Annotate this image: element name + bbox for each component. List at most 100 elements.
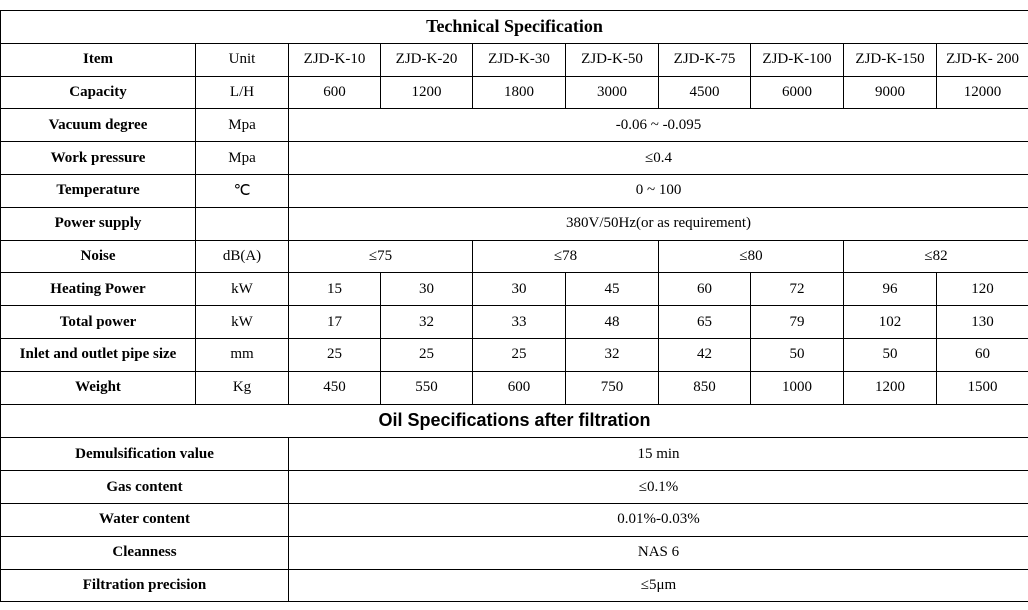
value-cell: ≤5μm bbox=[287, 568, 1028, 603]
table-row: Capacity L/H 600 1200 1800 3000 4500 6000 9000 12… bbox=[0, 75, 1028, 110]
value-cell: 60 bbox=[658, 272, 751, 307]
table-row: Gas content ≤0.1% bbox=[0, 470, 1028, 504]
value-cell: 50 bbox=[843, 337, 937, 372]
table-row: Power supply 380V/50Hz(or as requirement) bbox=[0, 206, 1028, 241]
value-cell: 30 bbox=[380, 272, 473, 307]
value-cell: 1000 bbox=[750, 370, 844, 405]
value-cell: ≤82 bbox=[842, 239, 1028, 274]
row-unit: kW bbox=[195, 305, 289, 339]
section-title: Oil Specifications after filtration bbox=[0, 403, 1028, 439]
value-cell: 15 min bbox=[287, 437, 1028, 472]
row-label: Vacuum degree bbox=[0, 108, 196, 143]
row-label: Demulsification value bbox=[0, 437, 289, 472]
value-cell: 120 bbox=[935, 272, 1028, 307]
value-cell: NAS 6 bbox=[287, 535, 1028, 570]
value-cell: 50 bbox=[750, 337, 844, 372]
value-cell: 96 bbox=[843, 272, 937, 307]
value-cell: 3000 bbox=[565, 75, 659, 110]
value-cell: 72 bbox=[750, 272, 844, 307]
value-cell: 450 bbox=[288, 370, 381, 405]
model-header: ZJD-K-20 bbox=[380, 42, 473, 77]
value-cell: 65 bbox=[658, 305, 751, 339]
row-label: Gas content bbox=[0, 470, 289, 504]
table-row: Filtration precision ≤5μm bbox=[0, 568, 1028, 603]
value-cell: 32 bbox=[380, 305, 473, 339]
row-label: Total power bbox=[0, 305, 196, 339]
row-label: Power supply bbox=[0, 206, 196, 241]
row-label: Heating Power bbox=[0, 272, 196, 307]
row-unit: Kg bbox=[195, 370, 289, 405]
table-row: Vacuum degree Mpa -0.06 ~ -0.095 bbox=[0, 108, 1028, 143]
value-cell: 79 bbox=[750, 305, 844, 339]
value-cell: 30 bbox=[472, 272, 566, 307]
value-cell: 130 bbox=[935, 305, 1028, 339]
value-cell: 60 bbox=[935, 337, 1028, 372]
table-row: Technical Specification bbox=[0, 10, 1028, 44]
value-cell: 0 ~ 100 bbox=[287, 173, 1028, 208]
value-cell: ≤75 bbox=[288, 239, 473, 274]
table-row: Total power kW 17 32 33 48 65 79 102 130 bbox=[0, 305, 1028, 339]
value-cell: ≤78 bbox=[472, 239, 659, 274]
value-cell: 750 bbox=[565, 370, 659, 405]
value-cell: 25 bbox=[288, 337, 381, 372]
model-header: ZJD-K-30 bbox=[472, 42, 566, 77]
value-cell: 32 bbox=[565, 337, 659, 372]
value-cell: 12000 bbox=[935, 75, 1028, 110]
value-cell: 25 bbox=[472, 337, 566, 372]
row-unit: dB(A) bbox=[195, 239, 289, 274]
table-row: Oil Specifications after filtration bbox=[0, 403, 1028, 439]
value-cell: 42 bbox=[658, 337, 751, 372]
table-row: Heating Power kW 15 30 30 45 60 72 96 120 bbox=[0, 272, 1028, 307]
value-cell: 1800 bbox=[472, 75, 566, 110]
row-unit: L/H bbox=[195, 75, 289, 110]
value-cell: 1200 bbox=[380, 75, 473, 110]
table-row: Inlet and outlet pipe size mm 25 25 25 32 42 50… bbox=[0, 337, 1028, 372]
row-label: Weight bbox=[0, 370, 196, 405]
value-cell: 1200 bbox=[843, 370, 937, 405]
header-unit: Unit bbox=[195, 42, 289, 77]
table-row: Work pressure Mpa ≤0.4 bbox=[0, 141, 1028, 175]
value-cell: 0.01%-0.03% bbox=[287, 502, 1028, 537]
model-header: ZJD-K-150 bbox=[843, 42, 937, 77]
table-title: Technical Specification bbox=[0, 10, 1028, 44]
value-cell: 33 bbox=[472, 305, 566, 339]
header-item: Item bbox=[0, 42, 196, 77]
model-header: ZJD-K- 200 bbox=[935, 42, 1028, 77]
row-label: Capacity bbox=[0, 75, 196, 110]
table-row: Water content 0.01%-0.03% bbox=[0, 502, 1028, 537]
value-cell: 17 bbox=[288, 305, 381, 339]
value-cell: 48 bbox=[565, 305, 659, 339]
value-cell: 15 bbox=[288, 272, 381, 307]
table-row: Cleanness NAS 6 bbox=[0, 535, 1028, 570]
value-cell: 45 bbox=[565, 272, 659, 307]
value-cell: ≤0.4 bbox=[287, 141, 1028, 175]
value-cell: 600 bbox=[288, 75, 381, 110]
value-cell: 550 bbox=[380, 370, 473, 405]
value-cell: ≤0.1% bbox=[287, 470, 1028, 504]
value-cell: 1500 bbox=[935, 370, 1028, 405]
page: Technical Specification Item Unit ZJD-K-10 Z… bbox=[0, 10, 1028, 610]
row-unit: mm bbox=[195, 337, 289, 372]
value-cell: 6000 bbox=[750, 75, 844, 110]
row-label: Cleanness bbox=[0, 535, 289, 570]
row-label: Work pressure bbox=[0, 141, 196, 175]
row-unit: ℃ bbox=[195, 173, 289, 208]
value-cell: 9000 bbox=[843, 75, 937, 110]
row-unit: Mpa bbox=[195, 108, 289, 143]
row-unit bbox=[195, 206, 289, 241]
value-cell: 25 bbox=[380, 337, 473, 372]
model-header: ZJD-K-75 bbox=[658, 42, 751, 77]
row-label: Water content bbox=[0, 502, 289, 537]
row-unit: Mpa bbox=[195, 141, 289, 175]
table-row: Item Unit ZJD-K-10 ZJD-K-20 ZJD-K-30 ZJD-K-50… bbox=[0, 42, 1028, 77]
value-cell: 102 bbox=[843, 305, 937, 339]
value-cell: ≤80 bbox=[658, 239, 844, 274]
model-header: ZJD-K-10 bbox=[288, 42, 381, 77]
model-header: ZJD-K-100 bbox=[750, 42, 844, 77]
spec-table: Technical Specification Item Unit ZJD-K-10 Z… bbox=[0, 10, 1028, 603]
row-label: Temperature bbox=[0, 173, 196, 208]
table-row: Temperature ℃ 0 ~ 100 bbox=[0, 173, 1028, 208]
row-unit: kW bbox=[195, 272, 289, 307]
value-cell: -0.06 ~ -0.095 bbox=[287, 108, 1028, 143]
table-row: Noise dB(A) ≤75 ≤78 ≤80 ≤82 bbox=[0, 239, 1028, 274]
